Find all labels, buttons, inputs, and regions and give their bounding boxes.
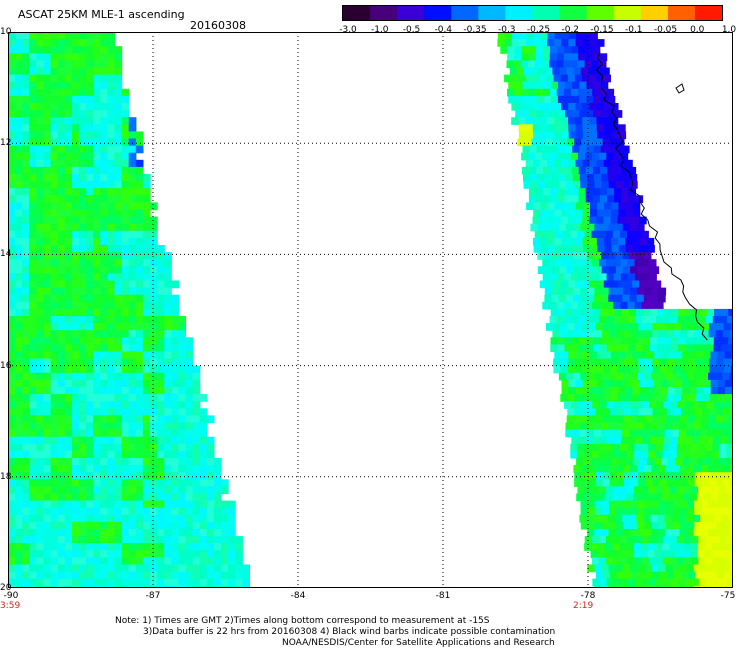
note-line-2: 3)Data buffer is 22 hrs from 20160308 4)… <box>143 627 556 637</box>
latitude-label: 14 <box>0 249 12 260</box>
colorbar-label: -0.2 <box>561 25 580 35</box>
latitude-label: 18 <box>0 471 12 482</box>
colorbar-cell <box>343 6 371 20</box>
colorbar-cell <box>397 6 425 20</box>
island-outline <box>675 83 685 94</box>
colorbar-label: -0.15 <box>590 25 614 35</box>
map-frame <box>8 32 733 588</box>
longitude-label: -81 <box>435 591 451 601</box>
colorbar <box>342 5 723 21</box>
colorbar-cell <box>478 6 506 20</box>
colorbar-cell <box>586 6 615 20</box>
colorbar-label: -0.05 <box>653 25 678 35</box>
colorbar-cell <box>370 6 398 20</box>
longitude-label: -75 <box>720 591 736 601</box>
colorbar-cell <box>532 6 561 20</box>
swath-time-right: 2:19 <box>573 601 594 611</box>
latitude-label: 16 <box>0 360 12 371</box>
colorbar-cell <box>505 6 533 20</box>
longitude-label: -78 <box>580 591 596 601</box>
longitude-label: -90 <box>3 591 19 601</box>
colorbar-label: -1.0 <box>370 25 389 35</box>
coastline <box>595 51 708 341</box>
note-line-3: NOAA/NESDIS/Center for Satellite Applica… <box>282 638 555 648</box>
swath-time-left: 3:59 <box>0 601 21 611</box>
colorbar-cell <box>451 6 479 20</box>
colorbar-cell <box>613 6 642 20</box>
colorbar-label: -0.4 <box>434 25 453 35</box>
colorbar-label: 1.0 <box>721 25 737 35</box>
latitude-label: 10 <box>0 27 12 37</box>
footnotes: Note: 1) Times are GMT 2)Times along bot… <box>115 616 555 649</box>
colorbar-labels: -3.0 -1.0 -0.5 -0.4 -0.35 -0.3 -0.25 -0.2 -0.15-… <box>330 25 736 37</box>
colorbar-label: -0.35 <box>463 25 487 35</box>
note-line-1: Note: 1) Times are GMT 2)Times along bot… <box>115 616 490 626</box>
colorbar-label: -3.0 <box>339 25 357 35</box>
latitude-label: 12 <box>0 138 12 149</box>
colorbar-label: -0.1 <box>624 25 643 35</box>
longitude-label: -87 <box>145 591 161 601</box>
map-plot <box>8 32 733 588</box>
colorbar-cell <box>640 6 669 20</box>
chart-title: ASCAT 25KM MLE-1 ascending <box>18 8 185 21</box>
chart-date: 20160308 <box>190 19 246 32</box>
colorbar-cell <box>424 6 452 20</box>
longitude-label: -84 <box>290 591 306 601</box>
colorbar-label: -0.3 <box>497 25 516 35</box>
colorbar-cell <box>694 6 722 20</box>
colorbar-cell <box>667 6 696 20</box>
latitude-label: 20 <box>0 583 12 593</box>
colorbar-label: 0.0 <box>690 25 705 35</box>
colorbar-label: -0.25 <box>526 25 551 35</box>
colorbar-label: -0.5 <box>402 25 421 35</box>
latitude-labels: 10 12 14 16 18 20 <box>0 0 12 650</box>
colorbar-cell <box>559 6 588 20</box>
